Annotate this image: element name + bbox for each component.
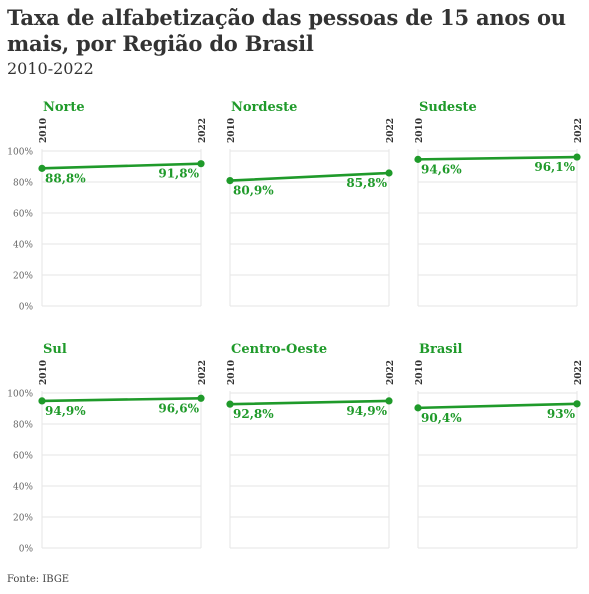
series-line-sudeste [416,155,579,161]
y-tick-label: 100% [7,148,33,158]
y-tick-label: 0% [19,303,34,313]
series-line-sul [40,396,203,403]
data-label-sul-2022: 96,6% [158,401,199,415]
point-norte-2010 [38,164,46,172]
x-label-2010: 2010 [227,360,237,385]
series-line-brasil [416,402,579,410]
panel-title-nordeste: Nordeste [231,100,297,115]
x-label-2022: 2022 [198,118,208,143]
data-label-norte-2022: 91,8% [158,167,199,181]
series-line-centro-oeste [228,399,391,406]
y-tick-label: 20% [13,272,33,282]
y-tick-label: 100% [7,390,33,400]
data-label-sudeste-2022: 96,1% [534,160,575,174]
x-label-2010: 2010 [39,360,49,385]
data-label-norte-2010: 88,8% [45,171,86,185]
x-label-2022: 2022 [386,360,396,385]
data-label-centro-oeste-2010: 92,8% [233,407,274,421]
y-tick-label: 60% [13,210,33,220]
point-centro-oeste-2022 [385,397,393,405]
data-label-sul-2010: 94,9% [45,404,86,418]
point-norte-2022 [197,160,205,168]
panel-title-sudeste: Sudeste [419,100,477,115]
x-label-2022: 2022 [386,118,396,143]
x-label-2022: 2022 [574,360,584,385]
x-label-2010: 2010 [415,360,425,385]
point-nordeste-2010 [226,177,234,185]
panel-title-centro-oeste: Centro-Oeste [231,342,327,357]
point-sudeste-2010 [414,155,422,163]
point-brasil-2010 [414,404,422,412]
point-sudeste-2022 [573,153,581,161]
y-tick-label: 40% [13,241,33,251]
x-label-2010: 2010 [227,118,237,143]
data-label-nordeste-2022: 85,8% [346,176,387,190]
y-tick-label: 0% [19,545,34,555]
y-tick-label: 20% [13,514,33,524]
panel-title-sul: Sul [43,342,67,357]
x-label-2022: 2022 [198,360,208,385]
data-label-brasil-2010: 90,4% [421,411,462,425]
series-line-nordeste [228,171,391,182]
series-line-norte [40,162,203,170]
y-tick-label: 80% [13,421,33,431]
data-label-nordeste-2010: 80,9% [233,184,274,198]
x-label-2010: 2010 [415,118,425,143]
data-label-centro-oeste-2022: 94,9% [346,404,387,418]
point-sul-2022 [197,394,205,402]
point-brasil-2022 [573,400,581,408]
point-centro-oeste-2010 [226,400,234,408]
point-sul-2010 [38,397,46,405]
y-tick-label: 80% [13,179,33,189]
y-tick-label: 60% [13,452,33,462]
point-nordeste-2022 [385,169,393,177]
x-label-2022: 2022 [574,118,584,143]
data-label-sudeste-2010: 94,6% [421,162,462,176]
data-label-brasil-2022: 93% [547,407,576,421]
x-label-2010: 2010 [39,118,49,143]
chart-title: Taxa de alfabetização das pessoas de 15 … [7,5,566,56]
source-note: Fonte: IBGE [7,574,70,585]
y-tick-label: 40% [13,483,33,493]
chart-subtitle: 2010-2022 [7,59,94,78]
panel-title-brasil: Brasil [419,342,463,357]
panel-title-norte: Norte [43,100,85,115]
